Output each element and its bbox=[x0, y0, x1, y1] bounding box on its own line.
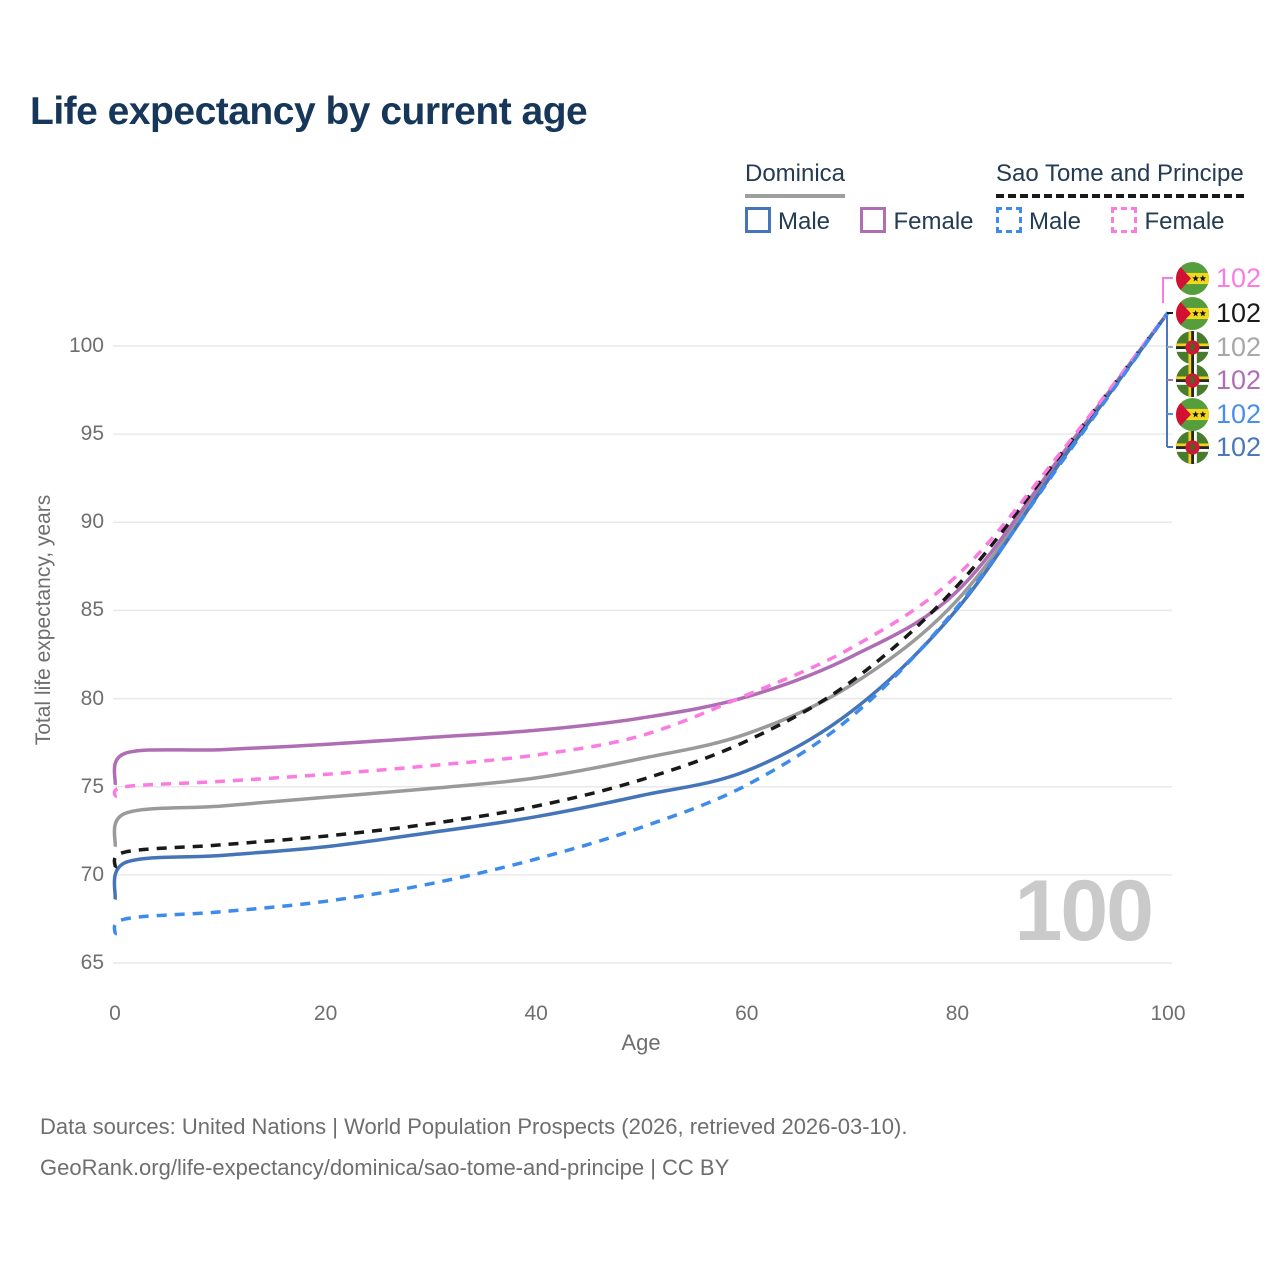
series-line-sao-tome-and-principe-male[interactable] bbox=[112, 311, 1170, 936]
dominica-flag-icon bbox=[1176, 430, 1209, 464]
legend-country-sao-tome-and-principe[interactable]: Sao Tome and Principe bbox=[996, 160, 1244, 198]
leader-line bbox=[1162, 277, 1173, 303]
end-label-value: 102 bbox=[1216, 297, 1262, 328]
legend-item-label: Male bbox=[1029, 208, 1082, 235]
x-tick-label: 40 bbox=[524, 1002, 548, 1025]
legend-group-dominica: Dominica Male Female bbox=[745, 160, 1000, 236]
legend-item-dominica-female[interactable]: Female bbox=[860, 207, 974, 236]
legend-item-label: Male bbox=[778, 208, 831, 235]
end-label-dominica-male: 102 bbox=[1176, 430, 1261, 464]
end-label-value: 102 bbox=[1216, 262, 1262, 293]
y-tick-label: 100 bbox=[68, 334, 104, 357]
dominica-flag-icon bbox=[1176, 330, 1209, 364]
series-line-dominica-female[interactable] bbox=[112, 311, 1170, 786]
x-tick-label: 60 bbox=[735, 1002, 759, 1025]
legend-country-dominica[interactable]: Dominica bbox=[745, 160, 846, 198]
x-tick-label: 20 bbox=[313, 1002, 338, 1025]
series-lines bbox=[112, 311, 1170, 936]
end-label-sao-tome-and-principe-male: 102 bbox=[1176, 397, 1261, 431]
age-counter-watermark: 100 bbox=[1014, 863, 1154, 959]
dominica-flag-icon bbox=[1176, 363, 1209, 397]
end-label-leader-lines bbox=[1162, 277, 1173, 448]
legend-group-sao-tome-and-principe: Sao Tome and Principe Male Female bbox=[996, 160, 1251, 236]
footer: Data sources: United Nations | World Pop… bbox=[40, 1106, 907, 1188]
series-line-dominica-male[interactable] bbox=[112, 311, 1170, 901]
sao-tome-and-principe-flag-icon bbox=[1176, 296, 1209, 330]
x-tick-label: 0 bbox=[109, 1002, 121, 1025]
y-tick-label: 70 bbox=[80, 862, 104, 886]
end-label-dominica-female: 102 bbox=[1176, 363, 1261, 397]
dominica-male-swatch-icon bbox=[745, 207, 771, 233]
series-line-dominica-both-sexes[interactable] bbox=[112, 311, 1170, 848]
gridlines bbox=[113, 345, 1172, 964]
series-line-sao-tome-and-principe-both-sexes[interactable] bbox=[112, 311, 1170, 869]
end-label-value: 102 bbox=[1216, 431, 1262, 462]
stp-male-swatch-icon bbox=[996, 207, 1022, 233]
y-tick-label: 80 bbox=[80, 686, 104, 710]
y-tick-label: 85 bbox=[80, 598, 104, 622]
page-title: Life expectancy by current age bbox=[30, 90, 588, 133]
y-tick-label: 90 bbox=[80, 510, 104, 534]
sao-tome-and-principe-flag-icon bbox=[1176, 261, 1209, 295]
y-tick-label: 65 bbox=[80, 951, 104, 974]
end-label-sao-tome-and-principe-both-sexes: 102 bbox=[1176, 296, 1261, 330]
y-tick-label: 75 bbox=[80, 774, 104, 798]
attribution-text: GeoRank.org/life-expectancy/dominica/sao… bbox=[40, 1155, 730, 1180]
legend-item-label: Female bbox=[1144, 208, 1225, 235]
legend-item-stp-male[interactable]: Male bbox=[996, 207, 1081, 236]
y-axis-title: Total life expectancy, years bbox=[32, 494, 55, 746]
x-axis-title: Age bbox=[621, 1030, 661, 1055]
stp-female-swatch-icon bbox=[1111, 207, 1138, 233]
end-label-value: 102 bbox=[1216, 398, 1262, 429]
end-label-value: 102 bbox=[1216, 364, 1262, 395]
x-tick-label: 80 bbox=[945, 1002, 970, 1025]
data-sources-text: Data sources: United Nations | World Pop… bbox=[40, 1114, 908, 1139]
end-label-dominica-both-sexes: 102 bbox=[1176, 330, 1261, 364]
y-tick-label: 95 bbox=[80, 422, 104, 446]
series-line-sao-tome-and-principe-female[interactable] bbox=[112, 311, 1170, 799]
legend-item-stp-female[interactable]: Female bbox=[1111, 207, 1225, 236]
legend-item-dominica-male[interactable]: Male bbox=[745, 207, 830, 236]
sao-tome-and-principe-flag-icon bbox=[1176, 397, 1209, 431]
x-tick-label: 100 bbox=[1150, 1002, 1186, 1025]
end-label-value: 102 bbox=[1216, 331, 1262, 362]
end-label-sao-tome-and-principe-female: 102 bbox=[1176, 261, 1261, 295]
legend-item-label: Female bbox=[893, 208, 974, 235]
dominica-female-swatch-icon bbox=[860, 207, 887, 233]
